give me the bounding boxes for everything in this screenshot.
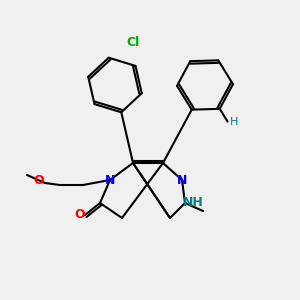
- Text: N: N: [177, 173, 187, 187]
- Text: O: O: [75, 208, 85, 221]
- Text: H: H: [230, 117, 238, 127]
- Text: O: O: [34, 173, 44, 187]
- Text: Cl: Cl: [126, 35, 140, 49]
- Text: N: N: [105, 173, 115, 187]
- Text: NH: NH: [183, 196, 203, 209]
